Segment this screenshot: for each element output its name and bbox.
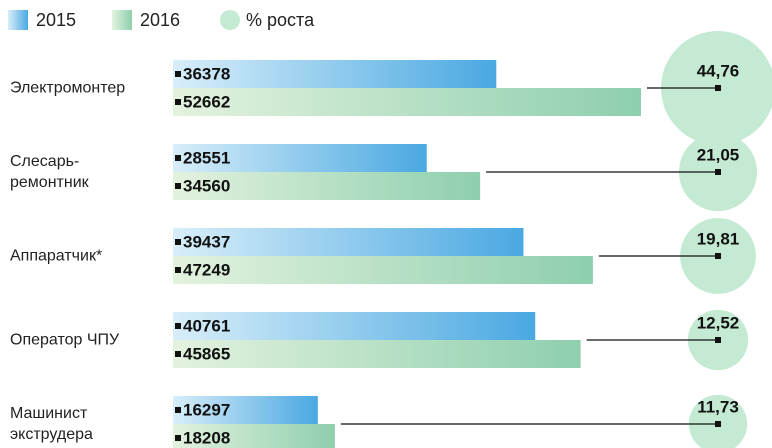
bar <box>173 424 335 448</box>
marker <box>715 337 721 343</box>
category-label: Электромонтер <box>10 79 126 97</box>
value-label: 52662 <box>183 92 230 111</box>
bar <box>173 256 593 284</box>
bar <box>173 60 497 88</box>
value-label: 18208 <box>183 428 230 447</box>
growth-label: 11,73 <box>697 397 739 416</box>
category-label: Аппаратчик* <box>10 247 103 265</box>
marker <box>715 253 721 259</box>
value-label: 36378 <box>183 64 230 83</box>
value-label: 39437 <box>183 232 230 251</box>
legend-label: 2016 <box>140 10 180 30</box>
marker <box>175 267 181 273</box>
marker <box>175 323 181 329</box>
bar <box>173 312 536 340</box>
bar <box>173 88 641 116</box>
bar <box>173 340 581 368</box>
marker <box>175 407 181 413</box>
marker <box>715 421 721 427</box>
bar <box>173 396 318 424</box>
category-label: Оператор ЧПУ <box>10 331 120 349</box>
value-label: 28551 <box>183 148 230 167</box>
marker <box>175 351 181 357</box>
marker <box>175 71 181 77</box>
value-label: 34560 <box>183 176 230 195</box>
bar <box>173 228 524 256</box>
growth-label: 12,52 <box>697 313 740 332</box>
value-label: 40761 <box>183 316 230 335</box>
category-label: Слесарь- ремонтник <box>10 153 89 191</box>
growth-label: 19,81 <box>697 229 740 248</box>
marker <box>715 169 721 175</box>
bar <box>173 172 481 200</box>
marker <box>175 99 181 105</box>
legend-swatch <box>112 10 132 30</box>
legend-label: 2015 <box>36 10 76 30</box>
marker <box>175 435 181 441</box>
bar <box>173 144 427 172</box>
marker <box>715 85 721 91</box>
marker <box>175 239 181 245</box>
growth-label: 21,05 <box>697 145 740 164</box>
value-label: 45865 <box>183 344 230 363</box>
growth-label: 44,76 <box>697 61 740 80</box>
legend-swatch <box>220 10 240 30</box>
value-label: 16297 <box>183 400 230 419</box>
value-label: 47249 <box>183 260 230 279</box>
marker <box>175 155 181 161</box>
legend-label: % роста <box>246 10 315 30</box>
legend-swatch <box>8 10 28 30</box>
marker <box>175 183 181 189</box>
category-label: Машинист экструдера <box>10 405 93 443</box>
